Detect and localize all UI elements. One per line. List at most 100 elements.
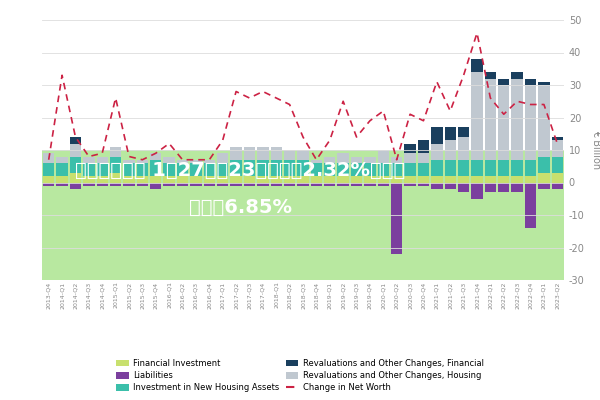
Y-axis label: € Billion: € Billion [592,130,600,170]
Bar [56,163,68,176]
Bar [70,137,81,144]
Bar [177,160,188,163]
Bar [97,163,108,176]
Bar [190,182,202,186]
Bar [257,176,269,182]
Bar [124,176,134,182]
Bar [485,72,496,78]
Bar [538,85,550,156]
Bar [511,72,523,78]
Bar [391,156,403,163]
Bar [42,150,564,280]
Bar [337,163,349,176]
Bar [498,78,509,85]
Bar [418,140,429,153]
Bar [324,163,335,176]
Text: 杯杆融资融券 1月27日協23转啹下跌2.32%，转股: 杯杆融资融券 1月27日協23转啹下跌2.32%，转股 [75,161,406,180]
Bar [445,140,456,160]
Bar [525,182,536,228]
Bar [271,176,282,182]
Bar [511,182,523,192]
Bar [217,163,229,176]
Bar [203,182,215,186]
Bar [284,182,295,186]
Bar [70,173,81,182]
Bar [311,176,322,182]
Bar [404,182,416,186]
Bar [298,160,308,176]
Bar [538,82,550,85]
Bar [418,176,429,182]
Bar [150,182,161,189]
Bar [458,160,469,176]
Bar [498,160,509,176]
Bar [177,163,188,176]
Bar [391,182,403,254]
Bar [190,176,202,182]
Bar [377,150,389,163]
Bar [351,182,362,186]
Bar [257,160,269,176]
Bar [124,163,134,176]
Bar [230,176,242,182]
Bar [83,176,95,182]
Bar [163,156,175,163]
Bar [391,163,403,176]
Bar [298,150,308,160]
Bar [551,140,563,156]
Bar [337,176,349,182]
Bar [445,182,456,189]
Bar [538,156,550,173]
Bar [551,182,563,189]
Bar [364,163,376,176]
Bar [83,163,95,176]
Bar [538,173,550,182]
Bar [244,182,255,186]
Bar [298,182,308,186]
Bar [525,85,536,160]
Bar [43,176,55,182]
Text: 溢价獰6.85%: 溢价獰6.85% [189,198,292,217]
Bar [472,182,482,199]
Bar [364,182,376,186]
Bar [217,182,229,186]
Bar [337,153,349,163]
Bar [56,176,68,182]
Bar [137,176,148,182]
Bar [257,147,269,160]
Bar [511,176,523,182]
Bar [163,163,175,176]
Bar [551,137,563,140]
Bar [458,137,469,160]
Bar [445,127,456,140]
Bar [190,163,202,176]
Bar [351,176,362,182]
Bar [485,182,496,192]
Bar [70,156,81,173]
Bar [124,182,134,186]
Bar [43,182,55,186]
Bar [284,150,295,160]
Bar [525,78,536,85]
Bar [445,176,456,182]
Bar [177,176,188,182]
Bar [498,85,509,160]
Bar [97,176,108,182]
Bar [431,160,443,176]
Bar [551,173,563,182]
Bar [525,176,536,182]
Bar [377,182,389,186]
Bar [324,176,335,182]
Bar [43,153,55,163]
Bar [472,72,482,160]
Bar [472,176,482,182]
Bar [351,163,362,176]
Bar [97,156,108,163]
Bar [271,147,282,160]
Bar [324,156,335,163]
Bar [163,182,175,186]
Bar [203,163,215,176]
Bar [485,160,496,176]
Bar [244,147,255,160]
Bar [311,163,322,176]
